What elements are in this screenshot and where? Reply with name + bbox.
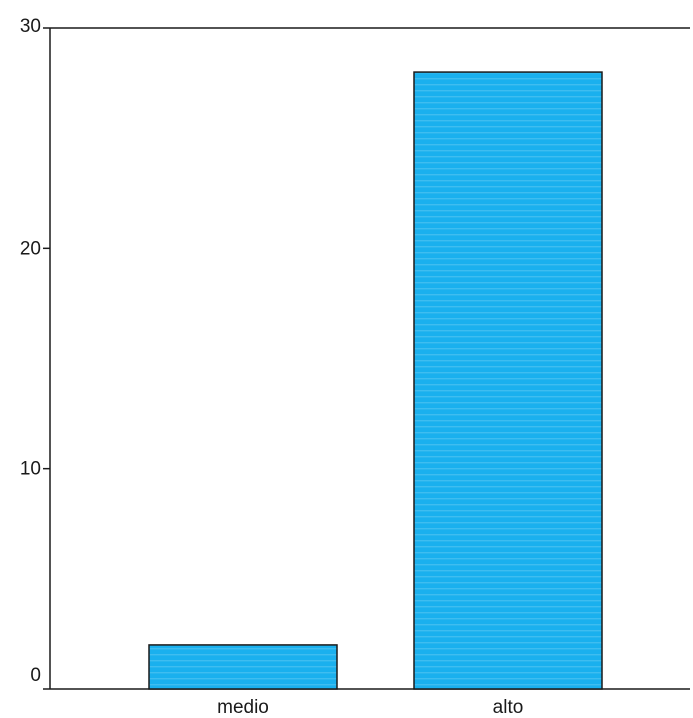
y-axis-ticks: 0 10 20 30 xyxy=(20,16,50,690)
bar-medio xyxy=(148,644,338,690)
x-axis-labels: medio alto xyxy=(217,697,523,718)
bar-alto xyxy=(413,71,603,690)
y-tick-label: 30 xyxy=(20,16,41,37)
bars-group xyxy=(148,71,603,690)
y-tick-label: 20 xyxy=(20,238,41,259)
x-tick-label-medio: medio xyxy=(217,697,269,718)
y-tick-label: 0 xyxy=(30,665,41,686)
y-tick-label: 10 xyxy=(20,459,41,480)
x-tick-label-alto: alto xyxy=(493,697,524,718)
